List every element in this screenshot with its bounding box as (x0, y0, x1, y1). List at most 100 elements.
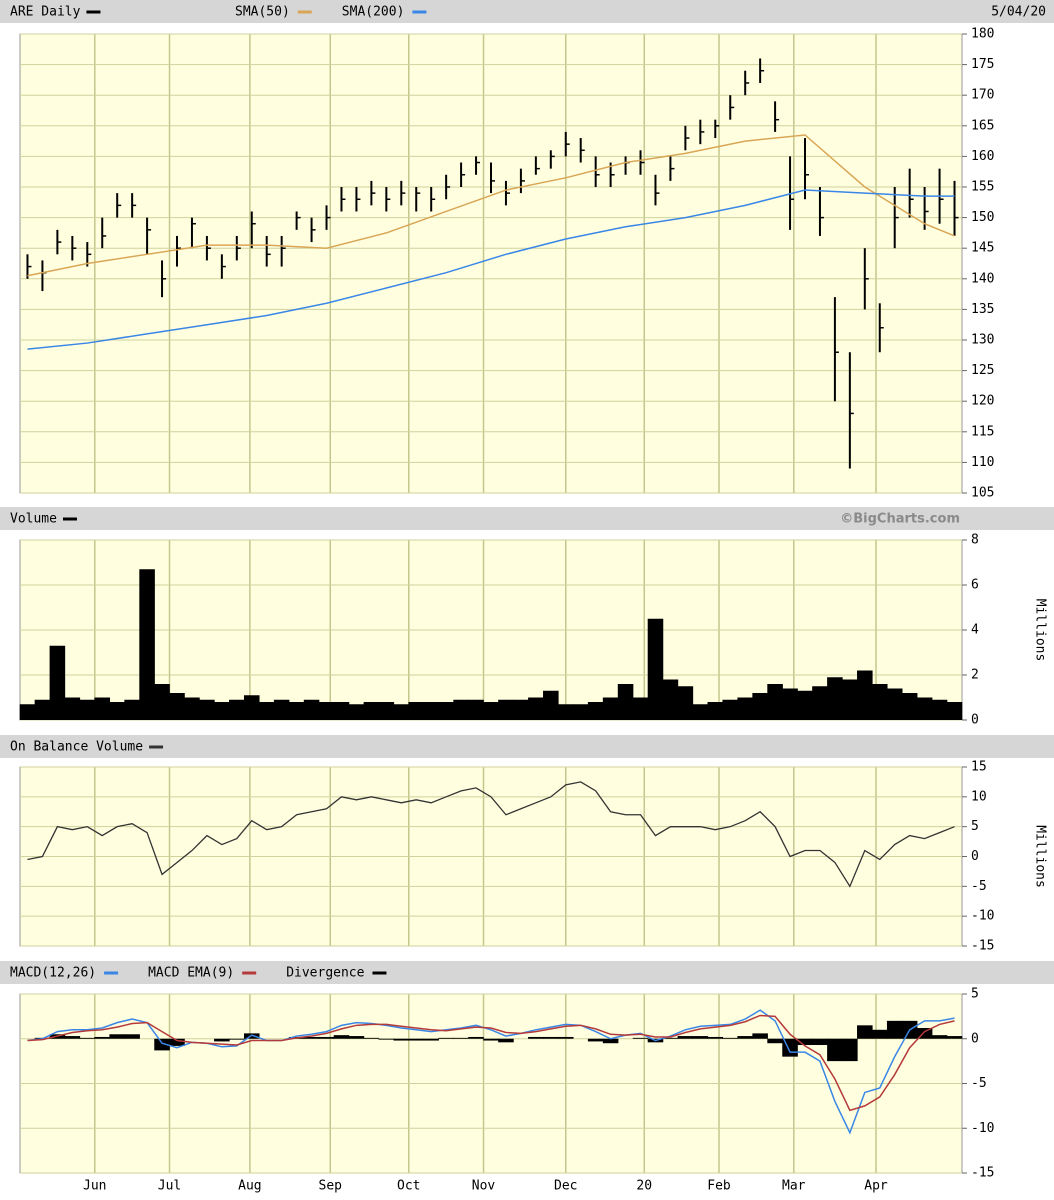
volume-bar (901, 693, 918, 720)
volume-bar (229, 699, 245, 720)
divergence-bar (916, 1028, 933, 1039)
y-tick-label: 10 (971, 789, 987, 804)
volume-bar (423, 702, 439, 720)
divergence-bar (842, 1038, 858, 1062)
y-tick-label: 105 (971, 486, 994, 501)
y-tick-label: 110 (971, 455, 994, 470)
volume-bar (752, 693, 768, 720)
divergence-bar (857, 1025, 873, 1039)
volume-bar (602, 697, 619, 720)
y-tick-label: 140 (971, 271, 994, 286)
sma-line (27, 189, 955, 350)
divergence-bar (797, 1038, 813, 1046)
divergence-bar (363, 1037, 380, 1039)
x-tick-label: Dec (554, 1179, 577, 1194)
divergence-bar (662, 1037, 679, 1039)
divergence-bar (468, 1036, 484, 1039)
volume-bar (468, 699, 484, 720)
volume-bar (453, 699, 469, 720)
divergence-bar (333, 1035, 350, 1039)
credit: ©BigCharts.com (840, 512, 960, 527)
divergence-bar (423, 1038, 439, 1041)
x-tick-label: Mar (782, 1179, 806, 1194)
divergence-bar (318, 1036, 335, 1039)
panel-header (0, 735, 1054, 758)
volume-bar (632, 697, 649, 720)
divergence-bar (692, 1036, 709, 1039)
volume-bar (797, 690, 813, 720)
volume-bar (677, 686, 694, 720)
divergence-bar (393, 1038, 410, 1041)
divergence-bar (498, 1038, 514, 1043)
volume-bar (288, 702, 305, 720)
volume-bar (827, 677, 843, 720)
legend-label: MACD(12,26) (10, 966, 96, 981)
x-tick-label: Nov (472, 1179, 496, 1194)
volume-bar (438, 702, 454, 720)
divergence-bar (214, 1038, 230, 1042)
volume-bar (767, 684, 783, 720)
volume-bar (931, 699, 948, 720)
divergence-bar (543, 1036, 559, 1039)
divergence-bar (348, 1036, 365, 1039)
volume-bar (782, 688, 798, 720)
y-tick-label: 120 (971, 394, 994, 409)
panel-title: ARE Daily (10, 5, 81, 20)
volume-bar (139, 569, 155, 720)
volume-bar (722, 699, 739, 720)
legend-label: SMA(50) (235, 5, 290, 20)
volume-bar (572, 704, 589, 720)
y-tick-label: 130 (971, 333, 994, 348)
x-tick-label: Sep (319, 1179, 343, 1194)
y-tick-label: 170 (971, 88, 994, 103)
volume-bar (408, 702, 425, 720)
macd-line (27, 1014, 955, 1112)
divergence-bar (408, 1038, 425, 1041)
divergence-bar (931, 1035, 948, 1039)
volume-bar (528, 697, 544, 720)
volume-bar (647, 618, 664, 720)
divergence-bar (737, 1036, 753, 1039)
legend-label: MACD EMA(9) (148, 966, 234, 981)
divergence-bar (871, 1029, 888, 1039)
divergence-bar (154, 1038, 170, 1051)
divergence-bar (602, 1038, 619, 1044)
volume-bar (498, 699, 514, 720)
panel-title: On Balance Volume (10, 740, 143, 755)
volume-bar (363, 702, 380, 720)
y-tick-label: 0 (971, 713, 979, 728)
divergence-bar (169, 1038, 185, 1046)
y-tick-label: 8 (971, 533, 979, 548)
divergence-bar (94, 1036, 111, 1039)
volume-bar (707, 702, 724, 720)
volume-bar (318, 702, 335, 720)
volume-bar (273, 699, 290, 720)
y-tick-label: -10 (971, 1121, 994, 1136)
volume-bar (64, 697, 81, 720)
volume-bar (857, 670, 873, 720)
volume-bar (886, 688, 903, 720)
y-tick-label: -15 (971, 939, 994, 954)
y-tick-label: 150 (971, 210, 994, 225)
volume-bar (34, 699, 51, 720)
y-tick-label: 160 (971, 149, 994, 164)
divergence-bar (79, 1037, 96, 1039)
volume-bar (513, 699, 529, 720)
divergence-bar (752, 1033, 768, 1039)
volume-bar (184, 697, 200, 720)
y-tick-label: -5 (971, 1076, 987, 1091)
divergence-bar (767, 1038, 783, 1044)
volume-bar (916, 697, 933, 720)
divergence-bar (946, 1036, 963, 1039)
y-tick-label: 155 (971, 180, 994, 195)
volume-bar (737, 697, 753, 720)
y-tick-label: -10 (971, 909, 994, 924)
y-tick-label: 15 (971, 760, 987, 775)
panel-title: Volume (10, 512, 57, 527)
divergence-bar (453, 1037, 469, 1039)
y-tick-label: 115 (971, 424, 994, 439)
obv-line (27, 781, 955, 888)
x-tick-label: Oct (397, 1179, 420, 1194)
